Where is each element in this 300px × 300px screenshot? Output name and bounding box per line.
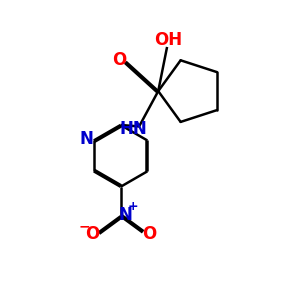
Text: HN: HN <box>120 120 148 138</box>
Text: O: O <box>112 51 127 69</box>
Text: O: O <box>85 225 99 243</box>
Text: −: − <box>79 219 90 233</box>
Text: N: N <box>118 206 132 224</box>
Text: OH: OH <box>154 31 183 49</box>
Text: +: + <box>128 200 138 213</box>
Text: N: N <box>80 130 93 148</box>
Text: O: O <box>142 225 156 243</box>
